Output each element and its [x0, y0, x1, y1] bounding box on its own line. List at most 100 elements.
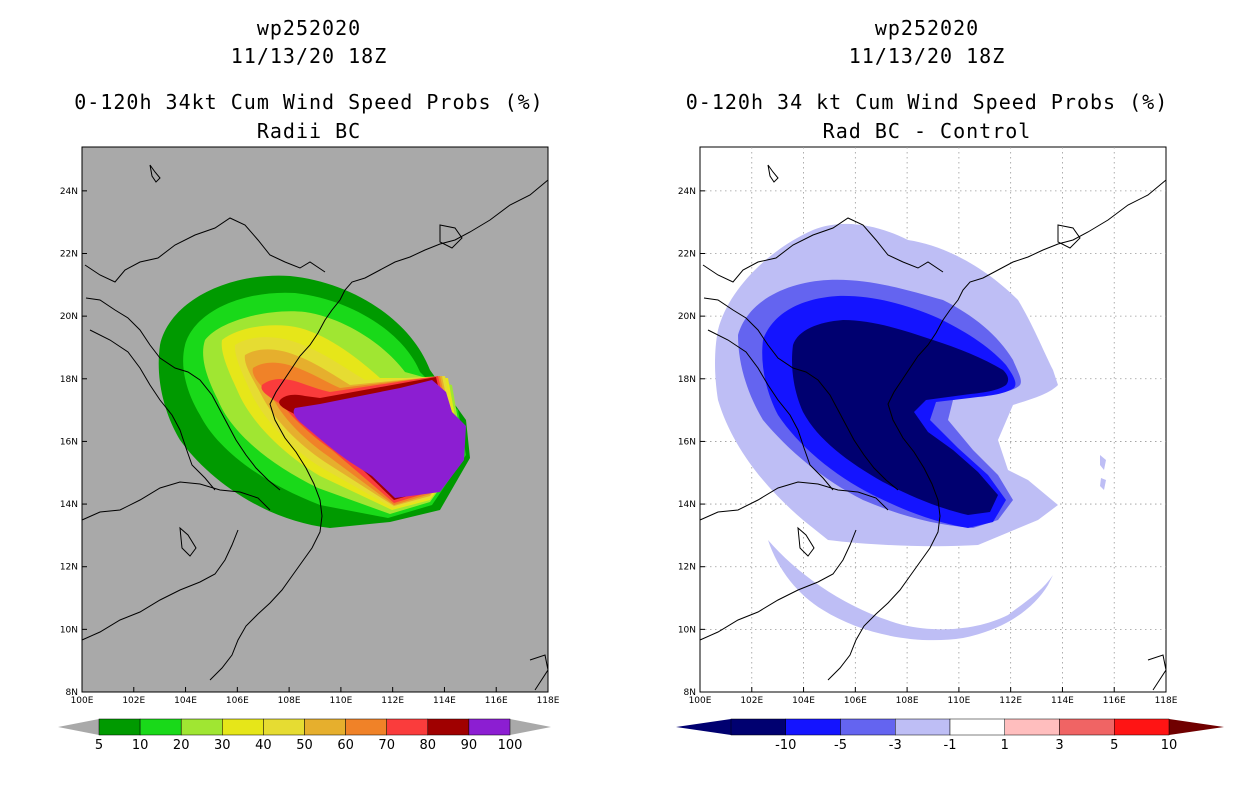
lat-tick-label: 22N — [678, 249, 696, 259]
colorbar-segment — [386, 718, 429, 736]
right-lon-ticks: 100E 102E 104E 106E 108E 110E 112E 114E 116E 118E — [689, 687, 1178, 706]
colorbar-label: -10 — [775, 738, 796, 753]
left-map: 100E 102E 104E 106E 108E 110E 112E 114E 116E 118E… — [60, 146, 560, 706]
diff-light-lower-arc — [768, 540, 1053, 641]
lat-tick-label: 22N — [60, 249, 78, 259]
colorbar-segment — [263, 718, 305, 736]
colorbar-segment — [949, 718, 1005, 736]
left-subtitle: Radii BC — [256, 119, 362, 143]
colorbar-segment — [98, 718, 141, 736]
lon-tick-label: 106E — [844, 696, 867, 706]
lon-tick-label: 114E — [433, 696, 456, 706]
lat-tick-label: 24N — [60, 187, 78, 197]
colorbar-segment — [730, 718, 786, 736]
lat-tick-label: 16N — [60, 437, 78, 447]
lat-tick-label: 14N — [678, 500, 696, 510]
colorbar-label: 1 — [1001, 738, 1009, 753]
left-colorbar-low-end — [58, 719, 99, 735]
lat-tick-label: 8N — [66, 688, 78, 698]
left-colorbar-high-end — [510, 719, 551, 735]
diff-light-spot-2 — [1100, 478, 1106, 490]
lat-tick-label: 12N — [678, 563, 696, 573]
lon-tick-label: 108E — [278, 696, 301, 706]
colorbar-label: 60 — [337, 738, 354, 753]
right-difference-field — [715, 223, 1106, 641]
right-subtitle: Rad BC - Control — [822, 119, 1032, 143]
right-map: 100E 102E 104E 106E 108E 110E 112E 114E 116E 118E… — [678, 146, 1178, 706]
right-coastlines — [699, 164, 1167, 691]
left-colorbar-labels: 5 10 20 30 40 50 60 70 80 90 100 — [95, 738, 523, 753]
lat-tick-label: 16N — [678, 437, 696, 447]
colorbar-label: -5 — [834, 738, 847, 753]
left-product-title: 0-120h 34kt Cum Wind Speed Probs (%) — [74, 90, 544, 114]
right-lat-ticks: 8N 10N 12N 14N 16N 18N 20N 22N 24N — [678, 187, 705, 698]
left-colorbar-segments — [98, 718, 511, 736]
colorbar-label: 80 — [420, 738, 437, 753]
colorbar-label: 50 — [296, 738, 313, 753]
colorbar-label: -3 — [889, 738, 902, 753]
colorbar-segment — [1004, 718, 1060, 736]
lon-tick-label: 116E — [1103, 696, 1126, 706]
lat-tick-label: 20N — [60, 312, 78, 322]
colorbar-label: 30 — [214, 738, 231, 753]
colorbar-segment — [468, 718, 511, 736]
left-colorbar: 5 10 20 30 40 50 60 70 80 90 100 — [58, 718, 551, 753]
right-colorbar-low-end — [676, 719, 731, 735]
colorbar-label: 40 — [255, 738, 272, 753]
left-storm-id: wp252020 — [256, 16, 362, 40]
colorbar-label: 20 — [173, 738, 190, 753]
colorbar-label: 3 — [1055, 738, 1063, 753]
colorbar-label: 90 — [461, 738, 478, 753]
colorbar-segment — [222, 718, 264, 736]
lon-tick-label: 102E — [122, 696, 145, 706]
right-colorbar-labels: -10 -5 -3 -1 1 3 5 10 — [775, 738, 1177, 753]
lon-tick-label: 102E — [740, 696, 763, 706]
right-panel: wp252020 11/13/20 18Z 0-120h 34 kt Cum W… — [618, 0, 1236, 800]
colorbar-label: 100 — [498, 738, 523, 753]
lat-tick-label: 14N — [60, 500, 78, 510]
colorbar-label: 10 — [132, 738, 149, 753]
right-storm-id: wp252020 — [874, 16, 980, 40]
colorbar-segment — [304, 718, 346, 736]
lat-tick-label: 18N — [678, 375, 696, 385]
colorbar-segment — [840, 718, 896, 736]
lat-tick-label: 18N — [60, 375, 78, 385]
left-lat-ticks: 8N 10N 12N 14N 16N 18N 20N 22N 24N — [60, 187, 87, 698]
lon-tick-label: 110E — [947, 696, 970, 706]
colorbar-label: 10 — [1161, 738, 1178, 753]
colorbar-label: 70 — [378, 738, 395, 753]
lon-tick-label: 106E — [226, 696, 249, 706]
lon-tick-label: 114E — [1051, 696, 1074, 706]
lat-tick-label: 12N — [60, 563, 78, 573]
lat-tick-label: 8N — [684, 688, 696, 698]
lon-tick-label: 116E — [485, 696, 508, 706]
diff-navy — [792, 320, 1009, 515]
lon-tick-label: 110E — [329, 696, 352, 706]
lon-tick-label: 100E — [71, 696, 94, 706]
lat-tick-label: 10N — [60, 625, 78, 635]
colorbar-segment — [1114, 718, 1170, 736]
prob-90-100 — [293, 380, 466, 498]
lat-tick-label: 20N — [678, 312, 696, 322]
diff-light-spot-1 — [1100, 455, 1106, 470]
colorbar-segment — [1059, 718, 1115, 736]
colorbar-label: -1 — [944, 738, 957, 753]
lon-tick-label: 104E — [174, 696, 197, 706]
lon-tick-label: 104E — [792, 696, 815, 706]
lat-tick-label: 10N — [678, 625, 696, 635]
colorbar-segment — [139, 718, 182, 736]
colorbar-label: 5 — [95, 738, 103, 753]
lon-tick-label: 108E — [896, 696, 919, 706]
left-panel: wp252020 11/13/20 18Z 0-120h 34kt Cum Wi… — [58, 16, 560, 753]
colorbar-segment — [180, 718, 223, 736]
colorbar-segment — [427, 718, 470, 736]
right-colorbar-segments — [730, 718, 1170, 736]
lon-tick-label: 112E — [381, 696, 404, 706]
colorbar-segment — [345, 718, 387, 736]
right-product-title: 0-120h 34 kt Cum Wind Speed Probs (%) — [685, 90, 1169, 114]
lon-tick-label: 100E — [689, 696, 712, 706]
left-probability-field — [158, 275, 471, 528]
lon-tick-label: 118E — [537, 696, 560, 706]
left-coastlines — [81, 164, 549, 691]
left-datetime: 11/13/20 18Z — [230, 44, 388, 68]
